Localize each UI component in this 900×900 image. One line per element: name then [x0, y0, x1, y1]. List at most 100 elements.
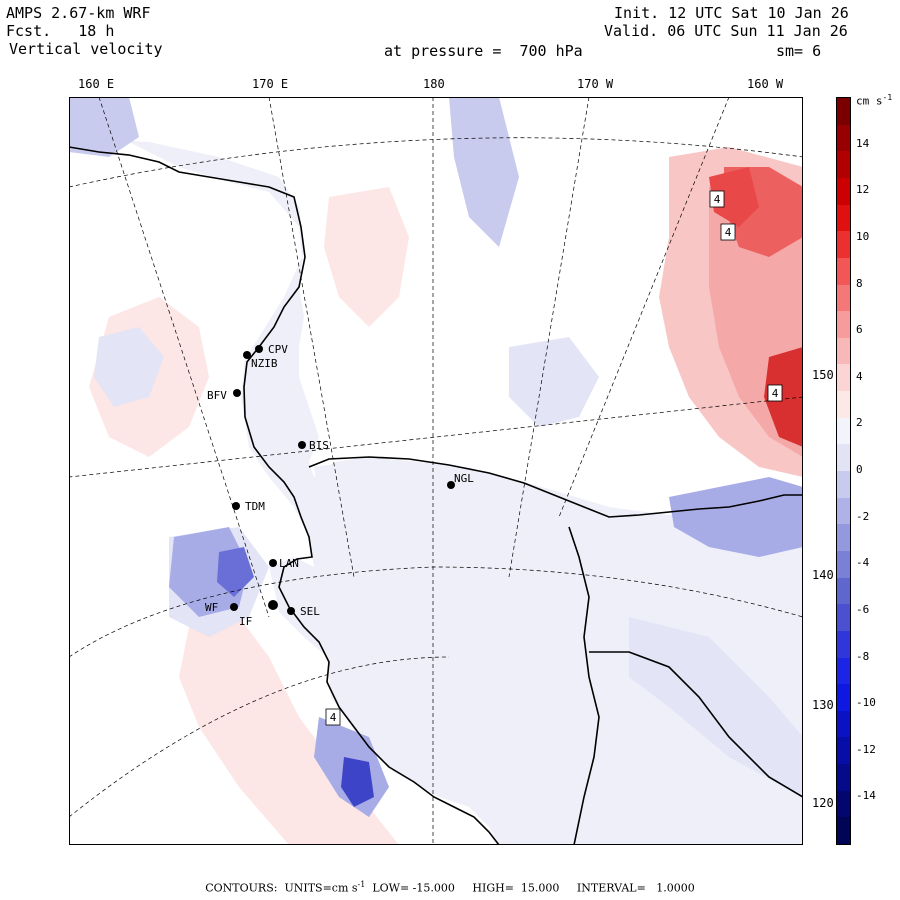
colorbar-segment: [837, 417, 850, 445]
valid-time: Valid. 06 UTC Sun 11 Jan 26: [604, 22, 848, 40]
colorbar-tick-label: -6: [856, 602, 870, 616]
extremum-marker-4: 4: [325, 708, 341, 726]
colorbar-segment: [837, 231, 850, 259]
colorbar-segment: [837, 497, 850, 525]
colorbar-tick-label: -14: [856, 789, 876, 803]
lon-label-160w: 160 W: [747, 77, 784, 91]
ascent-east-core: [764, 347, 803, 447]
colorbar-segment: [837, 364, 850, 392]
colorbar-segment: [837, 444, 850, 472]
colorbar-segment: [837, 790, 850, 818]
smoothing: sm= 6: [776, 42, 822, 60]
lon-label-160e: 160 E: [78, 77, 115, 91]
svg-text:BIS: BIS: [309, 439, 329, 452]
descent-west-core: [217, 547, 254, 597]
weak-descent-east: [629, 617, 803, 797]
station-sel: SEL: [287, 605, 320, 618]
colorbar-segment: [837, 764, 850, 792]
colorbar-segment: [837, 604, 850, 632]
lon-label-180: 180: [423, 77, 445, 91]
station-ngl: NGL: [447, 472, 474, 489]
station-bis: BIS: [298, 439, 329, 452]
extremum-marker-1: 4: [709, 190, 725, 208]
descent-northwest: [69, 97, 139, 157]
colorbar-segment: [837, 550, 850, 579]
lon-label-170w: 170 W: [577, 77, 614, 91]
svg-text:LAN: LAN: [279, 557, 299, 570]
svg-text:NZIB: NZIB: [251, 357, 278, 370]
field-name: Vertical velocity: [9, 40, 163, 58]
colorbar-segment: [837, 204, 850, 232]
station-wf: WF: [205, 601, 238, 614]
colorbar-segment: [837, 284, 850, 312]
svg-text:BFV: BFV: [207, 389, 227, 402]
descent-west-cluster: [169, 527, 249, 617]
svg-text:CPV: CPV: [268, 343, 288, 356]
colorbar-tick-label: 4: [856, 369, 863, 383]
colorbar-segment: [837, 524, 850, 552]
svg-text:4: 4: [330, 711, 337, 724]
descent-east-band: [669, 477, 803, 557]
colorbar-segment: [837, 684, 850, 712]
svg-text:NGL: NGL: [454, 472, 474, 485]
colorbar-tick-label: -8: [856, 649, 870, 663]
colorbar-tick-label: 6: [856, 323, 863, 337]
colorbar-segment: [837, 337, 850, 365]
colorbar-segment: [837, 630, 850, 658]
colorbar-tick-label: 14: [856, 136, 870, 150]
station-lan: LAN: [269, 557, 299, 570]
plateau-region: [314, 459, 803, 845]
colorbar-segment: [837, 98, 850, 126]
weak-descent-west: [94, 327, 164, 407]
graticule: [69, 97, 803, 845]
svg-text:WF: WF: [205, 601, 218, 614]
colorbar-tick-label: -10: [856, 696, 876, 710]
init-time: Init. 12 UTC Sat 10 Jan 26: [614, 4, 849, 22]
weak-ascent-interior: [324, 187, 409, 327]
svg-text:4: 4: [714, 193, 721, 206]
station-if: IF: [239, 600, 278, 628]
colorbar-segment: [837, 311, 850, 339]
colorbar-segment: [837, 391, 850, 419]
weak-descent-mid: [509, 337, 599, 427]
station-bfv: BFV: [207, 389, 241, 402]
model-title: AMPS 2.67-km WRF: [6, 4, 151, 22]
colorbar-segment: [837, 657, 850, 685]
colorbar-unit: cm s-1: [856, 93, 893, 108]
forecast-hour: Fcst. 18 h: [6, 22, 115, 40]
colorbar-tick-label: 0: [856, 463, 863, 476]
coastline: [69, 146, 803, 845]
contour-info: CONTOURS: UNITS=cm s-1 LOW= -15.000 HIGH…: [205, 880, 695, 895]
colorbar-tick-label: -2: [856, 509, 870, 523]
colorbar-tick-label: -4: [856, 556, 870, 570]
velocity-map: 4 4 4 4 CPV NZIB BFV BIS NGL TDM LAN SEL…: [69, 97, 803, 845]
station-nzib: NZIB: [243, 351, 278, 370]
colorbar-tick-label: 10: [856, 229, 870, 243]
station-cpv: CPV: [255, 343, 288, 356]
descent-coast-core: [341, 757, 374, 807]
colorbar-segment: [837, 710, 850, 738]
colorbar-segment: [837, 257, 850, 285]
colorbar-segment: [837, 737, 850, 765]
colorbar-segment: [837, 177, 850, 206]
descent-north-streak: [449, 97, 519, 247]
svg-text:TDM: TDM: [245, 500, 265, 513]
colorbar-segment: [837, 151, 850, 179]
extremum-marker-2: 4: [720, 223, 736, 241]
svg-text:4: 4: [725, 226, 732, 239]
extremum-marker-3: 4: [767, 384, 783, 402]
ascent-east-core2: [709, 167, 759, 227]
pressure-level: at pressure = 700 hPa: [384, 42, 583, 60]
svg-text:IF: IF: [239, 615, 252, 628]
svg-text:4: 4: [772, 387, 779, 400]
colorbar-segment: [837, 471, 850, 499]
station-tdm: TDM: [232, 500, 265, 513]
colorbar-segment: [837, 577, 850, 605]
colorbar-segment: [837, 817, 850, 845]
colorbar-tick-label: 8: [856, 276, 863, 290]
colorbar-tick-label: -12: [856, 742, 876, 756]
colorbar-tick-label: 12: [856, 183, 870, 197]
colorbar-tick-label: 2: [856, 416, 863, 430]
colorbar-segment: [837, 124, 850, 152]
svg-text:SEL: SEL: [300, 605, 320, 618]
